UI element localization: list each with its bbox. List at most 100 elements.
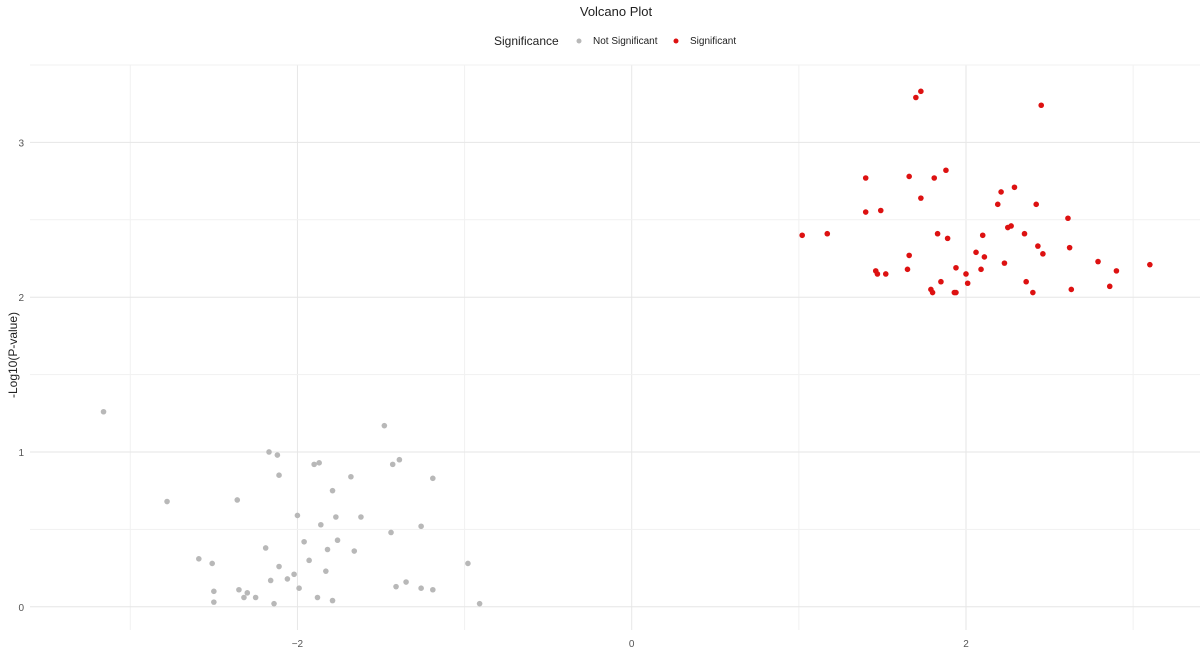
point-not-significant — [316, 460, 322, 466]
point-not-significant — [211, 588, 217, 595]
point-significant — [862, 209, 869, 215]
point-not-significant — [323, 568, 329, 574]
grid-lines — [30, 64, 1200, 630]
point-not-significant — [291, 571, 297, 578]
x-tick-label: 0 — [629, 639, 635, 650]
point-not-significant — [403, 579, 409, 585]
point-not-significant — [430, 586, 436, 593]
point-not-significant — [244, 590, 251, 596]
point-significant — [938, 278, 944, 285]
point-not-significant — [234, 497, 241, 503]
legend-label-not-significant: Not Significant — [593, 36, 658, 47]
point-significant — [877, 207, 884, 214]
point-significant — [964, 280, 971, 287]
point-not-significant — [358, 514, 364, 520]
point-not-significant — [324, 546, 331, 553]
point-significant — [824, 230, 831, 237]
y-tick-label: 0 — [18, 603, 24, 614]
point-not-significant — [271, 600, 277, 607]
point-not-significant — [418, 523, 424, 530]
point-significant — [874, 271, 881, 277]
point-significant — [1095, 258, 1101, 265]
point-not-significant — [267, 577, 274, 584]
point-significant — [1033, 201, 1039, 208]
point-significant — [929, 289, 936, 296]
point-not-significant — [236, 586, 242, 593]
point-significant — [953, 264, 959, 271]
point-significant — [1065, 215, 1071, 222]
point-significant — [963, 271, 969, 277]
point-not-significant — [164, 498, 170, 505]
point-significant — [1023, 278, 1029, 285]
point-significant — [918, 195, 924, 201]
legend: Significance Not Significant Significant — [494, 34, 736, 48]
point-not-significant — [209, 560, 215, 567]
point-not-significant — [465, 560, 471, 567]
point-not-significant — [396, 456, 403, 463]
axis-ticks: −2 0 2 0 1 2 3 — [18, 138, 969, 650]
point-not-significant — [381, 422, 388, 429]
point-significant — [1068, 286, 1075, 293]
point-not-significant — [100, 408, 107, 415]
legend-marker-not-significant — [576, 38, 582, 44]
point-significant — [1106, 283, 1113, 290]
point-significant — [1066, 244, 1073, 251]
point-not-significant — [296, 585, 302, 592]
point-not-significant — [389, 461, 396, 468]
point-significant — [862, 175, 869, 181]
point-not-significant — [252, 594, 259, 601]
point-not-significant — [334, 537, 341, 544]
point-not-significant — [476, 600, 483, 607]
point-significant — [943, 167, 949, 174]
x-tick-label: −2 — [292, 639, 304, 650]
point-not-significant — [348, 473, 354, 480]
point-significant — [1011, 184, 1018, 191]
point-not-significant — [274, 452, 281, 458]
point-significant — [994, 201, 1001, 208]
point-significant — [944, 235, 951, 242]
point-significant — [1030, 289, 1036, 296]
point-not-significant — [329, 597, 336, 604]
point-significant — [953, 289, 959, 296]
point-not-significant — [196, 555, 202, 562]
point-not-significant — [301, 538, 307, 545]
data-points — [100, 88, 1153, 607]
point-not-significant — [388, 529, 394, 536]
legend-marker-significant — [673, 38, 679, 44]
point-significant — [981, 254, 988, 260]
point-not-significant — [351, 548, 358, 554]
legend-label-significant: Significant — [690, 36, 736, 47]
point-significant — [998, 189, 1004, 195]
y-axis-label: -Log10(P-value) — [6, 312, 20, 398]
point-not-significant — [311, 461, 317, 468]
point-not-significant — [333, 514, 339, 520]
point-not-significant — [284, 576, 291, 582]
point-not-significant — [262, 545, 269, 551]
point-not-significant — [276, 472, 282, 479]
point-significant — [973, 249, 979, 256]
point-not-significant — [314, 594, 321, 601]
point-not-significant — [241, 594, 247, 601]
point-not-significant — [418, 585, 424, 592]
point-not-significant — [211, 599, 217, 605]
point-significant — [1001, 260, 1008, 266]
point-not-significant — [329, 487, 336, 494]
point-significant — [1038, 102, 1045, 109]
point-significant — [1021, 230, 1028, 237]
point-significant — [1113, 268, 1120, 274]
point-significant — [931, 175, 938, 181]
point-significant — [882, 271, 889, 277]
legend-title: Significance — [494, 34, 559, 48]
point-not-significant — [266, 449, 272, 455]
point-significant — [1008, 223, 1014, 229]
point-significant — [934, 230, 941, 237]
chart-title: Volcano Plot — [580, 4, 653, 19]
point-significant — [913, 94, 919, 101]
point-significant — [799, 232, 805, 239]
point-not-significant — [430, 475, 436, 482]
point-significant — [904, 266, 911, 273]
point-not-significant — [393, 583, 399, 590]
point-not-significant — [276, 563, 282, 570]
point-not-significant — [306, 557, 312, 564]
